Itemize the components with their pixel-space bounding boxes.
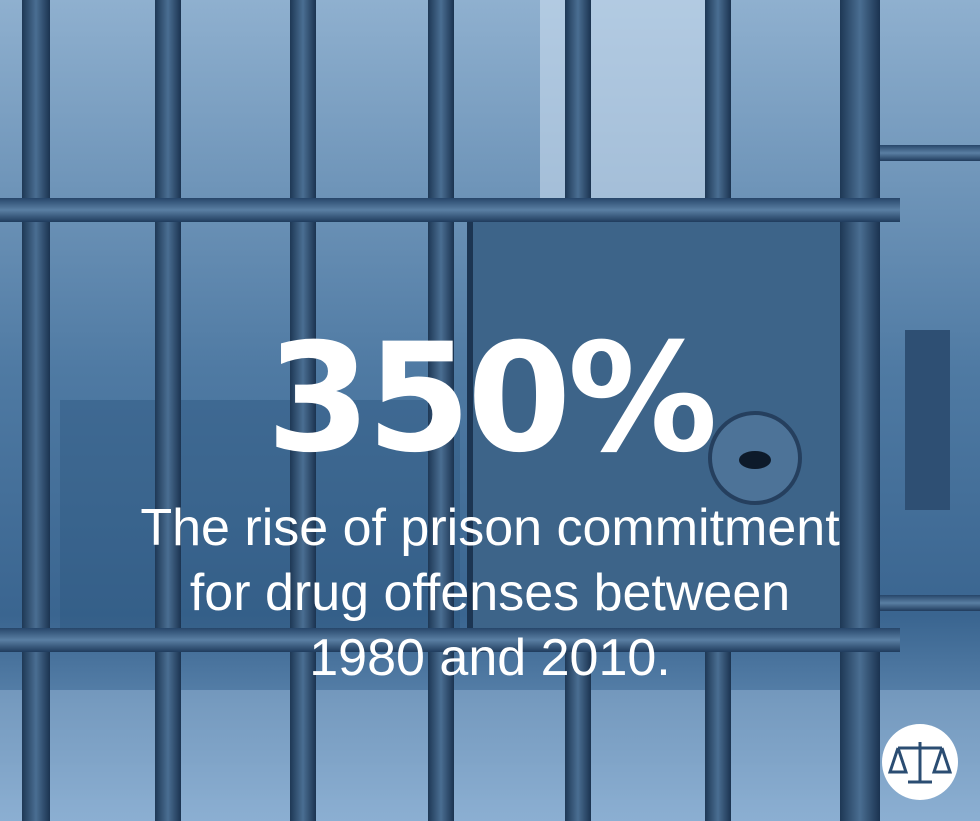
logo: [882, 724, 958, 800]
caption-line: for drug offenses between: [190, 564, 790, 622]
headline: 350%: [266, 312, 713, 486]
caption-line: The rise of prison commitment: [140, 499, 840, 557]
caption-line: 1980 and 2010.: [309, 629, 670, 687]
